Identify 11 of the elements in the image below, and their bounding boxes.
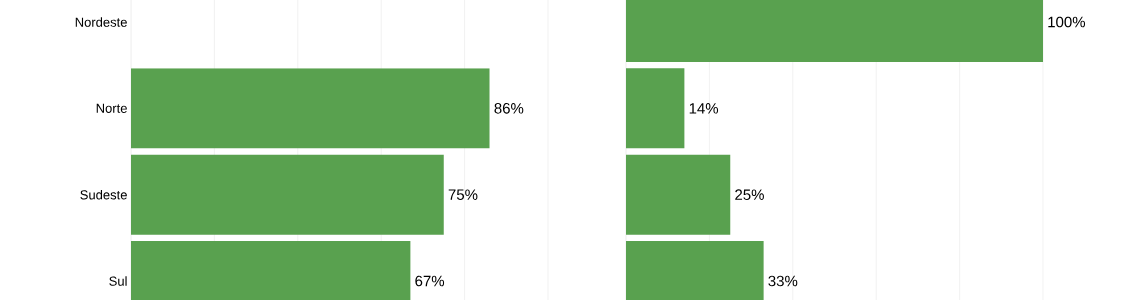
data-label: 14%	[689, 103, 719, 114]
data-label: 25%	[735, 189, 764, 200]
y-tick-label: Sul	[109, 276, 127, 286]
data-label: 100%	[1048, 16, 1086, 28]
y-tick-label: Nordeste	[75, 17, 127, 27]
y-tick-label: Norte	[96, 103, 127, 113]
data-label: 75%	[448, 189, 478, 200]
data-label: 33%	[768, 275, 798, 287]
y-tick-label: Sudeste	[80, 189, 127, 200]
data-label: 67%	[415, 275, 445, 287]
data-label: 86%	[494, 103, 524, 114]
